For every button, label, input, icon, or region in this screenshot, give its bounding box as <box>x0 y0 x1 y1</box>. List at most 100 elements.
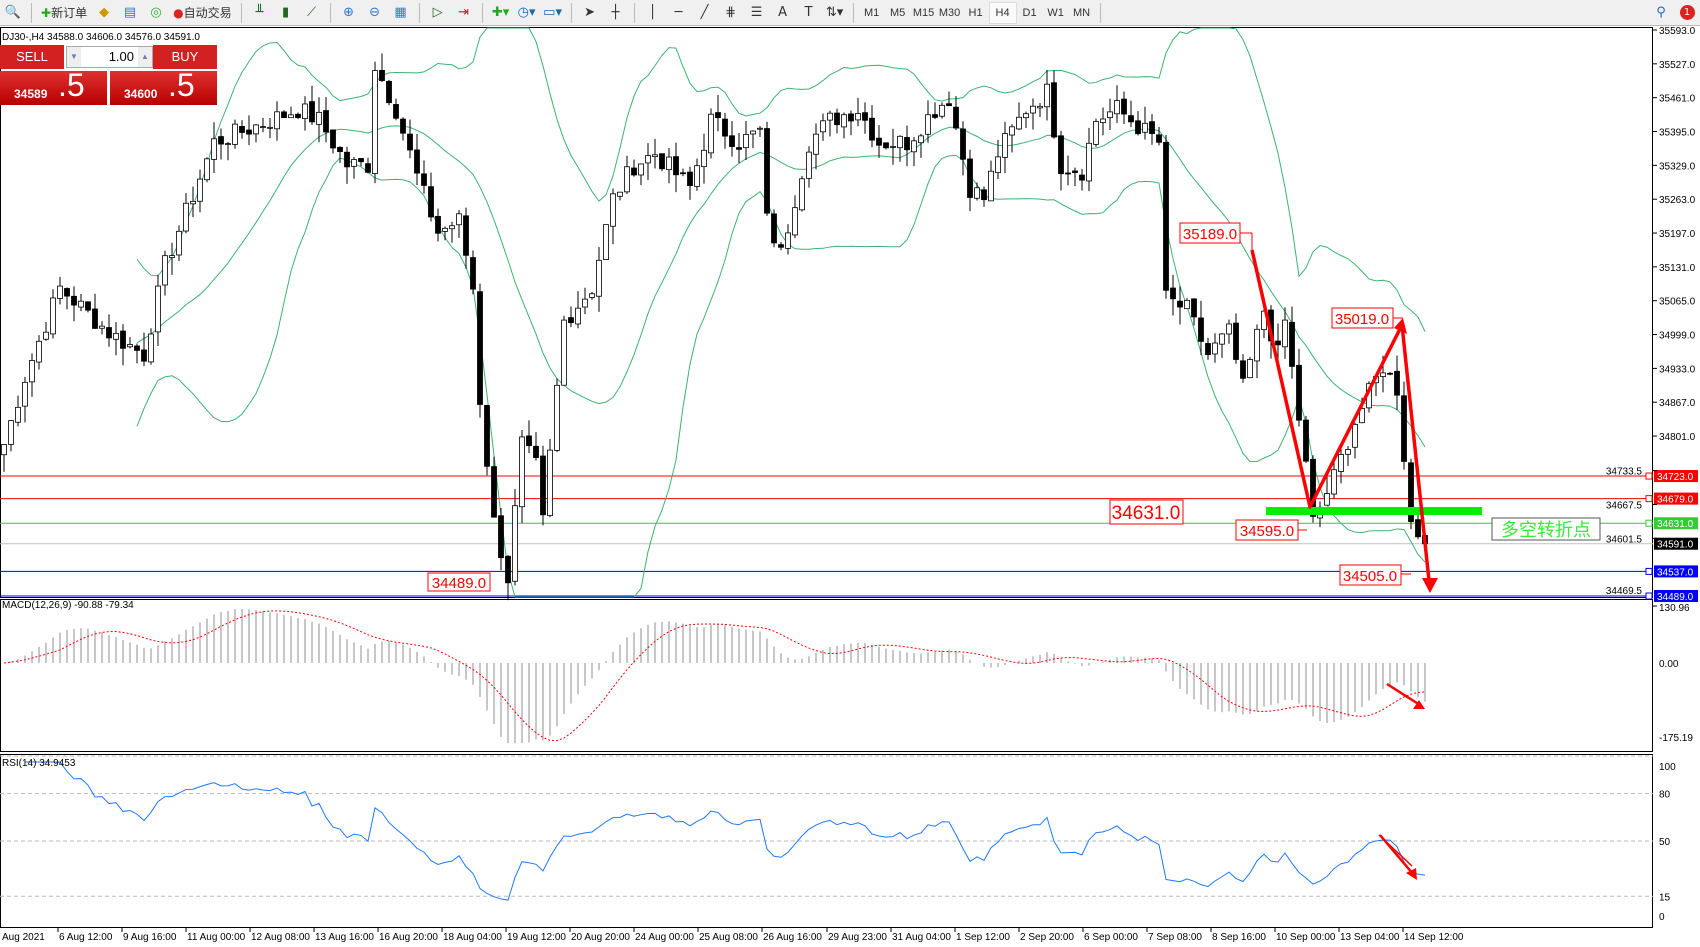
candle <box>1233 322 1239 360</box>
price-label-34595[interactable]: 34595.0 <box>1235 519 1307 541</box>
search-icon[interactable]: ⚲ <box>1656 5 1666 20</box>
candle <box>1387 372 1393 375</box>
candle <box>491 466 497 518</box>
bar-chart-icon[interactable]: ╨ <box>255 5 264 20</box>
timeframe-m30[interactable]: M30 <box>938 6 961 19</box>
templates-icon[interactable]: ▭▾ <box>543 5 562 20</box>
x-tick-label: 9 Aug 16:00 <box>123 932 177 943</box>
candle <box>36 340 42 363</box>
timeframe-w1[interactable]: W1 <box>1047 6 1064 19</box>
candle <box>288 114 294 119</box>
new-order-button[interactable]: ✚ 新订单 <box>41 5 88 21</box>
candlestick-icon[interactable]: ▮ <box>282 5 290 20</box>
text-icon[interactable]: A <box>778 5 788 20</box>
auto-trading-button[interactable]: ● 自动交易 <box>173 5 232 21</box>
y-tick-label: 35065.0 <box>1659 297 1696 308</box>
macd-label: MACD(12,26,9) -90.88 -79.34 <box>2 600 134 611</box>
y-tick-label: 34601.5 <box>1606 534 1643 545</box>
lot-size-input[interactable]: ▼ 1.00 ▲ <box>66 46 153 68</box>
bollinger-upper <box>136 27 1426 332</box>
toolbar-separator <box>31 2 32 23</box>
horizontal-levels[interactable]: 34723.0 34679.0 34631.0 34591.0 34537.0 34489… <box>0 470 1698 603</box>
tile-windows-icon[interactable]: ▦ <box>394 5 407 20</box>
horizontal-line-icon[interactable]: ─ <box>674 5 683 20</box>
turning-point-label[interactable]: 多空转折点 <box>1491 517 1601 541</box>
sell-price-button[interactable]: 34589 .5 <box>0 67 107 105</box>
candle <box>183 202 189 232</box>
candle <box>925 114 931 135</box>
fibonacci-icon[interactable]: ☰ <box>750 5 763 20</box>
level-handle-icon <box>1645 472 1653 480</box>
candle <box>722 118 728 137</box>
line-chart-icon[interactable]: ⟋ <box>307 5 317 20</box>
support-zone-bar[interactable] <box>1266 507 1482 515</box>
zoom-in-icon[interactable]: ⊕ <box>343 5 355 20</box>
zoom-icon[interactable]: 🔍 <box>4 5 22 20</box>
cursor-icon[interactable]: ➤ <box>584 5 596 20</box>
timeframe-mn[interactable]: MN <box>1073 6 1091 19</box>
market-watch-icon[interactable]: ◆ <box>99 5 110 20</box>
price-tag-text: 34631.0 <box>1657 519 1694 530</box>
candle <box>652 154 658 157</box>
candle <box>820 120 826 133</box>
candle <box>673 156 679 176</box>
candle <box>561 319 567 386</box>
timeframe-h1[interactable]: H1 <box>968 6 983 19</box>
price-label-34505[interactable]: 34505.0 <box>1339 564 1411 586</box>
candle <box>862 112 868 121</box>
candle <box>757 127 763 130</box>
vertical-line-icon[interactable]: │ <box>648 5 657 20</box>
arrows-icon[interactable]: ⇅▾ <box>825 5 844 20</box>
price-label-34631[interactable]: 34631.0 <box>1109 499 1184 525</box>
auto-scroll-icon[interactable]: ▷ <box>432 5 443 20</box>
x-tick-label: 12 Aug 08:00 <box>251 932 310 943</box>
macd-indicator <box>3 609 1426 744</box>
navigator-icon[interactable]: ▤ <box>123 5 137 20</box>
price-label-35189[interactable]: 35189.0 <box>1179 222 1253 250</box>
x-tick-label: 13 Sep 04:00 <box>1340 932 1400 943</box>
fibonacci-fan-icon[interactable]: ⋕ <box>725 5 737 20</box>
candle <box>1163 141 1169 291</box>
y-tick-label: 35197.0 <box>1659 229 1696 240</box>
periods-icon[interactable]: ◷▾ <box>517 5 536 20</box>
candle <box>589 293 595 298</box>
buy-price-button[interactable]: 34600 .5 <box>110 67 217 105</box>
candle <box>1226 323 1232 335</box>
candle <box>127 344 133 348</box>
price-label-35019[interactable]: 35019.0 <box>1331 307 1403 329</box>
sell-button[interactable]: SELL <box>0 45 65 69</box>
timeframe-m15[interactable]: M15 <box>912 6 935 19</box>
buy-button[interactable]: BUY <box>153 45 217 69</box>
annotations[interactable]: 35189.0 35019.0 34631.0 34595.0 34505.0 … <box>427 222 1601 880</box>
price-tag <box>1654 590 1698 603</box>
notifications-button[interactable]: 1 <box>1676 2 1698 24</box>
candle <box>764 128 770 214</box>
candle <box>57 285 63 299</box>
trend-arrow-path[interactable] <box>1250 249 1432 591</box>
rsi-arrow-shadow <box>1378 834 1413 867</box>
chart-shift-icon[interactable]: ⇥ <box>458 5 470 20</box>
crosshair-icon[interactable]: ┼ <box>611 5 620 20</box>
candle <box>1107 111 1113 118</box>
toolbar-separator <box>633 2 635 23</box>
candle <box>701 149 707 168</box>
macd-arrow[interactable] <box>1386 682 1421 707</box>
x-tick-label: 31 Aug 04:00 <box>892 932 951 943</box>
timeframe-h4[interactable]: H4 <box>988 1 1017 24</box>
text-label-icon[interactable]: T <box>804 5 813 20</box>
signals-icon[interactable]: ◎ <box>150 5 162 20</box>
level-handle-icon <box>1645 519 1653 527</box>
lot-decrease-icon[interactable]: ▼ <box>67 47 81 67</box>
timeframe-m1[interactable]: M1 <box>863 6 880 19</box>
trendline-icon[interactable]: ╱ <box>700 5 709 20</box>
timeframe-d1[interactable]: D1 <box>1022 6 1037 19</box>
price-label-34489[interactable]: 34489.0 <box>427 572 491 592</box>
indicators-icon[interactable]: ✚▾ <box>491 5 510 20</box>
zoom-out-icon[interactable]: ⊖ <box>369 5 381 20</box>
candle <box>414 149 420 174</box>
lot-increase-icon[interactable]: ▲ <box>138 47 152 67</box>
candle <box>463 215 469 256</box>
rsi-indicator <box>25 761 1426 901</box>
timeframe-m5[interactable]: M5 <box>889 6 906 19</box>
